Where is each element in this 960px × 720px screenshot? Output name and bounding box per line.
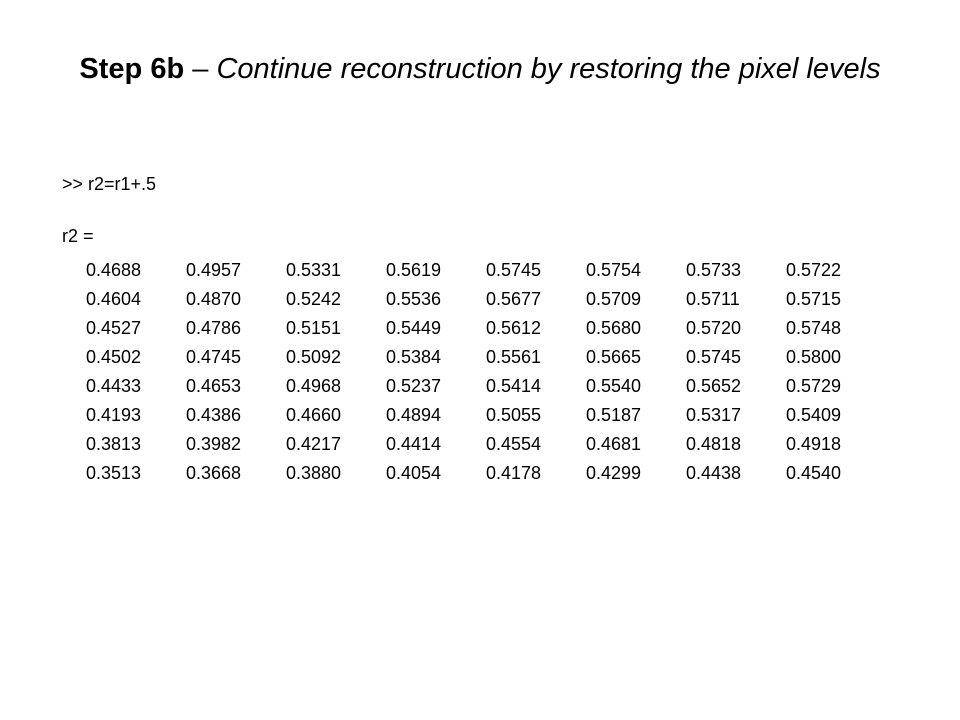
matrix-cell: 0.4502: [86, 347, 142, 367]
matrix-cell: 0.5414: [486, 376, 542, 396]
result-label: r2 =: [62, 226, 94, 246]
matrix-cell: 0.3982: [186, 434, 242, 454]
matrix-cell: 0.5055: [486, 405, 542, 425]
matrix-cell: 0.4968: [286, 376, 342, 396]
matrix-cell: 0.4681: [586, 434, 642, 454]
matrix-cell: 0.4178: [486, 463, 542, 483]
matrix-cell: 0.4786: [186, 318, 242, 338]
title-dash: –: [192, 53, 209, 85]
matrix-cell: 0.5331: [286, 260, 342, 280]
title: Step 6b – Continue reconstruction by res…: [40, 48, 920, 90]
matrix-cell: 0.5729: [786, 376, 842, 396]
matrix-cell: 0.3668: [186, 463, 242, 483]
matrix-cell: 0.5536: [386, 289, 442, 309]
matrix-cell: 0.5619: [386, 260, 442, 280]
matrix-cell: 0.5745: [486, 260, 542, 280]
matrix-cell: 0.5237: [386, 376, 442, 396]
matrix-cell: 0.4054: [386, 463, 442, 483]
matrix-cell: 0.4870: [186, 289, 242, 309]
matrix-cell: 0.5709: [586, 289, 642, 309]
title-bold: Step 6b: [79, 53, 185, 85]
matrix-cell: 0.5733: [686, 260, 742, 280]
matrix-cell: 0.3813: [86, 434, 142, 454]
matrix-cell: 0.5677: [486, 289, 542, 309]
matrix-cell: 0.4818: [686, 434, 742, 454]
matrix-cell: 0.5715: [786, 289, 842, 309]
matrix-cell: 0.5720: [686, 318, 742, 338]
matrix-cell: 0.4193: [86, 405, 142, 425]
matrix-cell: 0.5317: [686, 405, 742, 425]
title-italic: Continue reconstruction by restoring the…: [216, 53, 881, 85]
matrix-cell: 0.4217: [286, 434, 342, 454]
matrix-cell: 0.5384: [386, 347, 442, 367]
matrix-cell: 0.4438: [686, 463, 742, 483]
matrix-cell: 0.5242: [286, 289, 342, 309]
matrix-cell: 0.4540: [786, 463, 842, 483]
matrix-cell: 0.5612: [486, 318, 542, 338]
matrix-cell: 0.4894: [386, 405, 442, 425]
matrix-cell: 0.5092: [286, 347, 342, 367]
matrix-cell: 0.4604: [86, 289, 142, 309]
matrix-cell: 0.5449: [386, 318, 442, 338]
matrix-cell: 0.5800: [786, 347, 842, 367]
matrix-cell: 0.4299: [586, 463, 642, 483]
matrix-cell: 0.5187: [586, 405, 642, 425]
matrix-cell: 0.5748: [786, 318, 842, 338]
matrix-cell: 0.5540: [586, 376, 642, 396]
matrix-cell: 0.5680: [586, 318, 642, 338]
matrix-cell: 0.4688: [86, 260, 142, 280]
matrix-cell: 0.5151: [286, 318, 342, 338]
matrix-cell: 0.5409: [786, 405, 842, 425]
matrix-cell: 0.4554: [486, 434, 542, 454]
matrix-cell: 0.5711: [686, 289, 740, 309]
matrix-cell: 0.4433: [86, 376, 142, 396]
matrix-cell: 0.4918: [786, 434, 842, 454]
matrix-cell: 0.4386: [186, 405, 242, 425]
matrix-cell: 0.5665: [586, 347, 642, 367]
matrix-cell: 0.3880: [286, 463, 342, 483]
matrix-cell: 0.5745: [686, 347, 742, 367]
matrix-cell: 0.3513: [86, 463, 142, 483]
matrix-cell: 0.4745: [186, 347, 242, 367]
matrix-cell: 0.5561: [486, 347, 542, 367]
matrix-cell: 0.4414: [386, 434, 442, 454]
matrix-cell: 0.5652: [686, 376, 742, 396]
command: >> r2=r1+.5: [62, 174, 157, 194]
matrix-cell: 0.4527: [86, 318, 142, 338]
matrix-cell: 0.5754: [586, 260, 642, 280]
matrix-cell: 0.4660: [286, 405, 342, 425]
matrix-cell: 0.4957: [186, 260, 242, 280]
matrix-cell: 0.4653: [186, 376, 242, 396]
matrix-cell: 0.5722: [786, 260, 842, 280]
